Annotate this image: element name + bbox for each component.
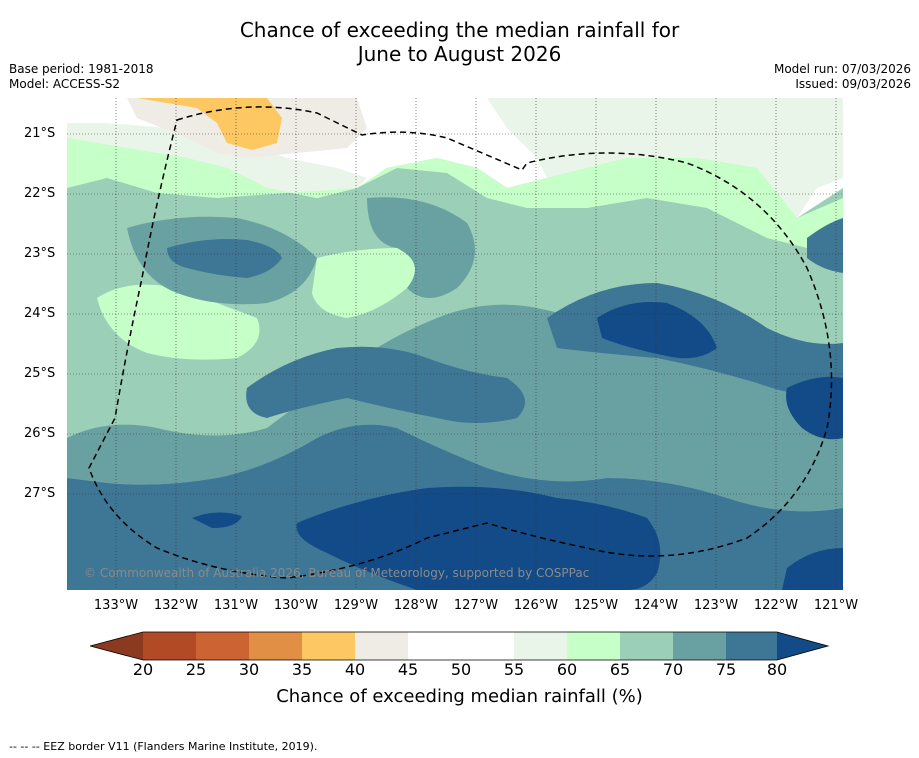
colorbar-tick-60: 60 [556,660,578,679]
grid-lines [67,98,843,590]
lon-label-132: 132°W [153,598,199,613]
colorbar-70-75 [673,632,726,660]
meta-right: Model run: 07/03/2026 Issued: 09/03/2026 [774,62,911,92]
colorbar-35-40 [302,632,355,660]
lon-label-130: 130°W [273,598,319,613]
contour-above-80-southwest [192,512,242,528]
contour-70-75-center-north [367,197,475,298]
lon-label-121: 121°W [813,598,859,613]
contour-60-65-north [67,138,843,248]
colorbar-label: Chance of exceeding median rainfall (%) [276,686,643,707]
contour-75-80-northeast [807,218,843,273]
lat-label-23: 23°S [24,246,56,261]
colorbar-tick-65: 65 [609,660,631,679]
lon-label-125: 125°W [573,598,619,613]
rainfall-map [67,98,843,590]
copyright-notice: © Commonwealth of Australia 2026, Bureau… [84,566,590,580]
colorbar-30-35 [249,632,302,660]
colorbar-tick-20: 20 [132,660,154,679]
issued-date: Issued: 09/03/2026 [795,77,911,91]
colorbar-65-70 [620,632,673,660]
lon-label-123: 123°W [693,598,739,613]
contour-75-80-northwest [167,239,282,278]
title-line-2: June to August 2026 [357,42,562,66]
colorbar-tick-70: 70 [662,660,684,679]
colorbar-below-20 [90,632,143,660]
lat-label-26: 26°S [24,426,56,441]
lat-label-22: 22°S [24,186,56,201]
colorbar-tick-55: 55 [503,660,525,679]
colorbar-tick-30: 30 [238,660,260,679]
colorbar-tick-75: 75 [715,660,737,679]
lon-label-131: 131°W [213,598,259,613]
colorbar-above-80 [777,632,828,660]
colorbar-20-25 [143,632,196,660]
contour-above-80-southeast [782,548,843,590]
colorbar-55-60 [514,632,567,660]
eez-border [88,106,833,579]
colorbar-75-80 [726,632,777,660]
title-line-1: Chance of exceeding the median rainfall … [239,18,680,42]
lat-label-21: 21°S [24,126,56,141]
model-run: Model run: 07/03/2026 [773,62,911,76]
colorbar-tick-45: 45 [397,660,419,679]
lon-label-129: 129°W [333,598,379,613]
contour-60-65-center [312,248,415,318]
contour-above-80-east [597,302,717,359]
colorbar-60-65 [567,632,620,660]
colorbar-tick-40: 40 [344,660,366,679]
colorbar-40-45 [355,632,408,660]
contour-above-80-far-east [786,376,843,440]
colorbar [90,631,830,661]
colorbar-tick-25: 25 [185,660,207,679]
lon-label-128: 128°W [393,598,439,613]
lon-label-127: 127°W [453,598,499,613]
eez-footer-note: -- -- -- EEZ border V11 (Flanders Marine… [9,740,318,753]
lat-label-24: 24°S [24,306,56,321]
lon-label-122: 122°W [753,598,799,613]
contour-35-40 [137,98,282,150]
lon-label-126: 126°W [513,598,559,613]
colorbar-50-55 [461,632,514,660]
lon-label-133: 133°W [93,598,139,613]
contour-above-80-south [296,486,661,590]
contour-60-65-inner-left [97,284,260,360]
colorbar-tick-35: 35 [291,660,313,679]
lat-label-27: 27°S [24,486,56,501]
colorbar-45-50 [408,632,461,660]
lat-label-25: 25°S [24,366,56,381]
colorbar-25-30 [196,632,249,660]
map-title: Chance of exceeding the median rainfall … [0,18,919,66]
model-name: Model: ACCESS-S2 [9,77,121,91]
base-period: Base period: 1981-2018 [9,62,154,76]
colorbar-tick-50: 50 [450,660,472,679]
colorbar-tick-80: 80 [766,660,788,679]
contour-55-60 [67,98,843,218]
colorbar-outline [90,631,830,661]
lon-label-124: 124°W [633,598,679,613]
meta-left: Base period: 1981-2018 Model: ACCESS-S2 [9,62,154,92]
contour-75-80-mid [246,346,525,423]
